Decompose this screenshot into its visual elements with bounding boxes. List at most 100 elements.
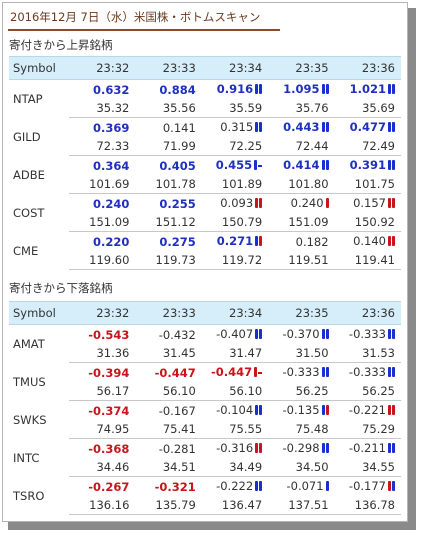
table-row: NTAP 0.632 0.884 0.916 1.095 1.021 xyxy=(9,80,401,106)
change-cell: -0.167 xyxy=(158,403,196,418)
price-cell: 35.56 xyxy=(135,99,202,118)
change-cell: -0.104 xyxy=(202,401,268,421)
change-cell: -0.222 xyxy=(202,477,268,497)
up-bar-icon xyxy=(321,442,329,456)
change-cell: -0.407 xyxy=(202,325,268,345)
change-cell: -0.333 xyxy=(268,363,334,383)
price-cell: 31.47 xyxy=(201,344,269,363)
table-row: 56.17 56.10 56.10 56.25 56.25 xyxy=(9,382,401,401)
change-cell: -0.321 xyxy=(154,479,196,494)
time-header: 23:33 xyxy=(135,56,202,80)
change-cell: -0.267 xyxy=(88,479,130,494)
symbol-cell[interactable]: ADBE xyxy=(13,167,45,182)
up-bar-icon xyxy=(254,121,263,135)
symbol-cell[interactable]: GILD xyxy=(13,129,41,144)
price-cell: 151.09 xyxy=(268,213,335,232)
change-cell: 0.271 xyxy=(202,232,268,252)
up-bar-icon xyxy=(321,83,329,97)
price-cell: 136.16 xyxy=(69,496,136,515)
down-bar-icon xyxy=(254,442,263,456)
table-row: AMAT -0.543 -0.432 -0.407 -0.370 -0.333 xyxy=(9,325,401,351)
symbol-cell[interactable]: AMAT xyxy=(13,336,45,351)
price-cell: 75.48 xyxy=(268,420,335,439)
price-cell: 136.47 xyxy=(201,496,269,515)
change-cell: -0.177 xyxy=(335,477,401,497)
change-cell: 0.369 xyxy=(93,120,130,135)
symbol-cell[interactable]: CME xyxy=(13,243,39,258)
time-header: 23:35 xyxy=(268,56,335,80)
symbol-cell[interactable]: NTAP xyxy=(13,91,43,106)
up-bar-icon xyxy=(325,480,329,494)
price-cell: 31.53 xyxy=(334,344,401,363)
scan-card: 2016年12月 7日（水）米国株・ボトムスキャン 寄付きから上昇銘柄 Symb… xyxy=(2,2,408,522)
price-cell: 101.75 xyxy=(334,175,401,194)
table-row: COST 0.240 0.255 0.093 0.240 0.157 xyxy=(9,194,401,220)
change-cell: 0.157 xyxy=(335,194,401,214)
up-bar-icon xyxy=(387,159,395,173)
symbol-cell[interactable]: SWKS xyxy=(13,412,47,427)
change-cell: 0.240 xyxy=(268,194,334,214)
price-cell: 56.10 xyxy=(201,382,269,401)
price-cell: 34.51 xyxy=(135,458,202,477)
falling-table: Symbol 23:32 23:33 23:34 23:35 23:36 AMA… xyxy=(9,301,401,515)
change-cell: 1.021 xyxy=(335,80,401,100)
symbol-cell[interactable]: COST xyxy=(13,205,45,220)
symbol-cell[interactable]: TMUS xyxy=(13,374,46,389)
down-bar-icon xyxy=(321,404,329,418)
price-cell: 71.99 xyxy=(135,137,202,156)
price-cell: 35.59 xyxy=(201,99,269,118)
time-header: 23:34 xyxy=(201,301,269,325)
time-header: 23:34 xyxy=(201,56,269,80)
change-cell: 0.093 xyxy=(202,194,268,214)
change-cell: 0.182 xyxy=(295,234,329,249)
up-bar-icon xyxy=(387,83,395,97)
up-bar-icon xyxy=(387,366,395,380)
change-cell: 0.255 xyxy=(159,196,196,211)
page-title: 2016年12月 7日（水）米国株・ボトムスキャン xyxy=(10,10,261,24)
price-cell: 101.89 xyxy=(201,175,269,194)
change-cell: -0.211 xyxy=(335,439,401,459)
down-bar-icon xyxy=(387,404,395,418)
down-bar-icon xyxy=(387,197,395,211)
price-cell: 72.33 xyxy=(69,137,136,156)
price-cell: 34.49 xyxy=(201,458,269,477)
price-cell: 119.60 xyxy=(69,251,136,270)
time-header: 23:36 xyxy=(334,301,401,325)
symbol-cell[interactable]: TSRO xyxy=(13,488,45,503)
price-cell: 35.69 xyxy=(334,99,401,118)
change-cell: 0.632 xyxy=(93,82,130,97)
price-cell: 101.78 xyxy=(135,175,202,194)
time-header: 23:32 xyxy=(69,56,136,80)
up-bar-icon xyxy=(321,328,329,342)
down-bar-icon xyxy=(253,366,263,380)
change-cell: -0.447 xyxy=(202,363,268,383)
up-bar-icon xyxy=(321,366,329,380)
change-cell: 0.916 xyxy=(202,80,268,100)
change-cell: -0.374 xyxy=(88,403,130,418)
change-cell: -0.370 xyxy=(268,325,334,345)
change-cell: 0.455 xyxy=(202,156,268,176)
change-cell: 0.275 xyxy=(159,234,196,249)
change-cell: -0.298 xyxy=(268,439,334,459)
down-bar-icon xyxy=(254,197,263,211)
change-cell: -0.071 xyxy=(268,477,334,497)
up-bar-icon xyxy=(387,442,395,456)
price-cell: 150.79 xyxy=(201,213,269,232)
symbol-header: Symbol xyxy=(9,301,69,325)
change-cell: -0.333 xyxy=(335,363,401,383)
table-row: GILD 0.369 0.141 0.315 0.443 0.477 xyxy=(9,118,401,144)
price-cell: 34.46 xyxy=(69,458,136,477)
falling-header-row: Symbol 23:32 23:33 23:34 23:35 23:36 xyxy=(9,301,401,325)
table-row: 136.16 135.79 136.47 137.51 136.78 xyxy=(9,496,401,515)
down-bar-icon xyxy=(387,235,395,249)
up-bar-icon xyxy=(254,404,263,418)
table-row: ADBE 0.364 0.405 0.455 0.414 0.391 xyxy=(9,156,401,182)
price-cell: 31.36 xyxy=(69,344,136,363)
price-cell: 31.45 xyxy=(135,344,202,363)
table-row: 74.95 75.41 75.55 75.48 75.29 xyxy=(9,420,401,439)
symbol-cell[interactable]: INTC xyxy=(13,450,40,465)
change-cell: -0.432 xyxy=(158,327,196,342)
up-bar-icon xyxy=(387,328,395,342)
table-row: 35.32 35.56 35.59 35.76 35.69 xyxy=(9,99,401,118)
change-cell: -0.543 xyxy=(88,327,130,342)
